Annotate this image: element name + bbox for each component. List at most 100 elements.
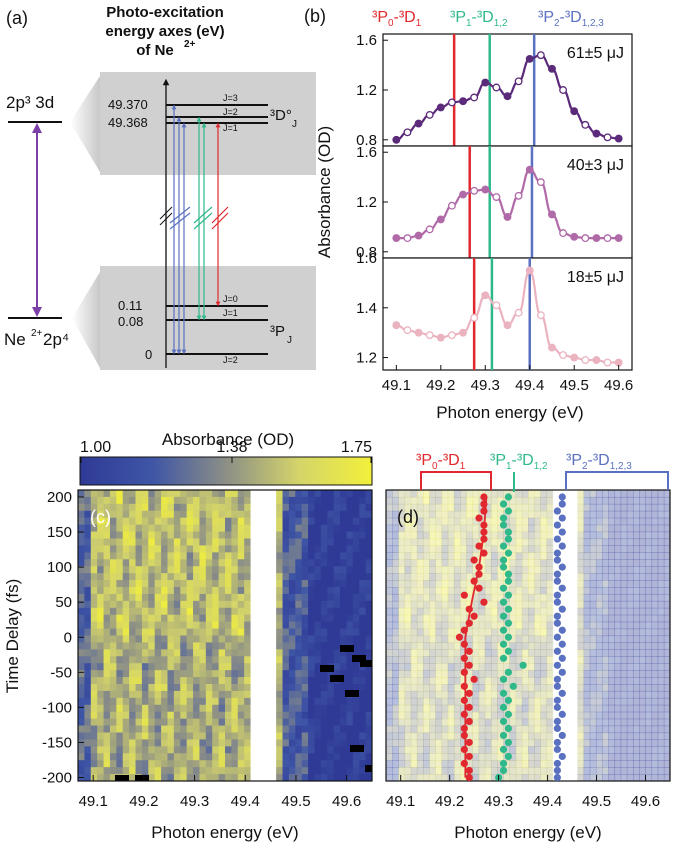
heatmap-cell bbox=[472, 711, 480, 720]
heatmap-cell bbox=[589, 753, 597, 761]
heatmap-cell bbox=[333, 697, 341, 706]
peak-point bbox=[504, 570, 513, 578]
heatmap-cell bbox=[359, 531, 367, 540]
heatmap-cell bbox=[308, 732, 316, 741]
heatmap-cell bbox=[308, 593, 316, 602]
heatmap-cell bbox=[250, 538, 258, 547]
heatmap-cell bbox=[447, 739, 455, 747]
colorbar-tick-label: 1.38 bbox=[216, 439, 247, 456]
heatmap-cell bbox=[346, 614, 354, 623]
data-point bbox=[581, 120, 590, 129]
peak-point bbox=[553, 591, 561, 599]
heatmap-cell bbox=[180, 746, 188, 754]
heatmap-cell bbox=[301, 531, 309, 540]
heatmap-cell bbox=[78, 753, 85, 761]
heatmap-cell bbox=[103, 587, 111, 595]
heatmap-cell bbox=[614, 670, 622, 678]
heatmap-cell bbox=[602, 545, 609, 553]
heatmap-cell bbox=[237, 718, 245, 727]
heatmap-cell bbox=[359, 573, 367, 581]
heatmap-cell bbox=[386, 690, 393, 699]
heatmap-cell bbox=[103, 503, 111, 512]
heatmap-cell bbox=[528, 642, 535, 650]
heatmap-cell bbox=[429, 628, 436, 637]
heatmap-cell bbox=[614, 690, 622, 699]
heatmap-cell bbox=[447, 704, 455, 713]
peak-point bbox=[499, 766, 508, 775]
heatmap-cell bbox=[78, 739, 85, 747]
heatmap-cell bbox=[490, 621, 498, 630]
heatmap-cell bbox=[237, 510, 245, 519]
heatmap-cell bbox=[497, 580, 504, 588]
heatmap-cell bbox=[282, 684, 290, 692]
heatmap-cell bbox=[288, 656, 296, 664]
heatmap-cell bbox=[460, 690, 467, 699]
heatmap-cell bbox=[410, 697, 418, 706]
y-tick-label: 0.8 bbox=[356, 132, 377, 149]
heatmap-cell bbox=[122, 711, 130, 720]
heatmap-cell bbox=[626, 524, 634, 533]
heatmap-cell bbox=[632, 531, 640, 540]
heatmap-cell bbox=[269, 580, 277, 588]
heatmap-cell bbox=[359, 753, 367, 761]
heatmap-cell bbox=[148, 593, 156, 602]
heatmap-cell bbox=[447, 774, 455, 781]
heatmap-cell bbox=[657, 718, 665, 727]
heatmap-cell bbox=[453, 684, 461, 692]
heatmap-cell bbox=[167, 684, 175, 692]
heatmap-cell bbox=[429, 503, 436, 512]
heatmap-cell bbox=[161, 663, 169, 671]
heatmap-cell bbox=[173, 552, 181, 560]
heatmap-cell bbox=[340, 732, 348, 741]
heatmap-cell bbox=[490, 600, 498, 609]
heatmap-cell bbox=[129, 739, 137, 747]
heatmap-cell bbox=[109, 739, 117, 747]
heatmap-cell bbox=[608, 725, 616, 734]
heatmap-cell bbox=[497, 614, 504, 623]
heatmap-cell bbox=[466, 670, 474, 678]
heatmap-cell bbox=[109, 697, 117, 706]
heatmap-cell bbox=[116, 732, 124, 741]
heatmap-cell bbox=[558, 600, 566, 609]
heatmap-cell bbox=[141, 503, 149, 512]
heatmap-cell bbox=[84, 746, 92, 754]
heatmap-cell bbox=[103, 704, 111, 713]
data-point bbox=[536, 178, 545, 187]
heatmap-cell bbox=[359, 774, 367, 781]
heatmap-cell bbox=[320, 635, 328, 644]
heatmap-cell bbox=[466, 614, 474, 623]
heatmap-cell bbox=[534, 677, 541, 685]
heatmap-cell bbox=[359, 510, 367, 519]
heatmap-cell bbox=[250, 614, 258, 623]
heatmap-cell bbox=[589, 538, 597, 547]
heatmap-cell bbox=[129, 649, 137, 657]
heatmap-cell bbox=[250, 510, 258, 519]
heatmap-cell bbox=[435, 677, 443, 685]
heatmap-cell bbox=[193, 684, 201, 692]
heatmap-cell bbox=[626, 670, 634, 678]
heatmap-cell bbox=[154, 739, 162, 747]
heatmap-cell bbox=[398, 545, 406, 553]
heatmap-cell bbox=[320, 503, 328, 512]
heatmap-cell bbox=[589, 746, 597, 754]
heatmap-cell bbox=[237, 690, 245, 699]
heatmap-cell bbox=[244, 517, 252, 526]
heatmap-cell bbox=[97, 531, 105, 540]
heatmap-cell bbox=[577, 545, 585, 553]
heatmap-cell bbox=[327, 746, 335, 754]
heatmap-cell bbox=[90, 531, 98, 540]
peak-point bbox=[499, 654, 508, 662]
heatmap-cell bbox=[109, 566, 117, 574]
heatmap-cell bbox=[103, 711, 111, 720]
heatmap-cell bbox=[583, 552, 591, 560]
heatmap-cell bbox=[218, 587, 226, 595]
data-point bbox=[603, 358, 612, 367]
heatmap-cell bbox=[528, 670, 535, 678]
heatmap-cell bbox=[231, 531, 239, 540]
heatmap-cell bbox=[466, 559, 474, 567]
heatmap-cell bbox=[410, 621, 418, 630]
heatmap-cell bbox=[429, 566, 436, 574]
heatmap-cell bbox=[308, 697, 316, 706]
heatmap-cell bbox=[416, 677, 424, 685]
heatmap-cell bbox=[651, 621, 659, 630]
